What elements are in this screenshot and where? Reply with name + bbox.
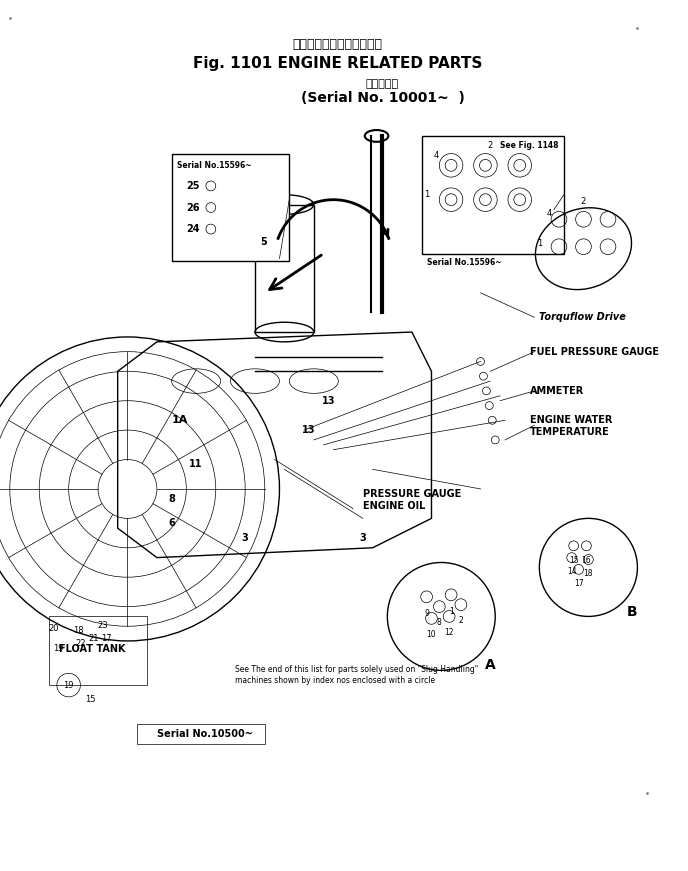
Text: Serial No.10500~: Serial No.10500~ <box>157 729 252 739</box>
Text: 8: 8 <box>168 494 175 503</box>
Text: 17: 17 <box>100 634 111 643</box>
Text: 14: 14 <box>567 567 577 577</box>
Text: Fig. 1101 ENGINE RELATED PARTS: Fig. 1101 ENGINE RELATED PARTS <box>193 56 482 71</box>
Text: 13: 13 <box>302 425 316 436</box>
Text: 4: 4 <box>546 209 552 219</box>
Bar <box>171 153 289 261</box>
Text: 10: 10 <box>427 630 436 639</box>
Text: 5: 5 <box>260 237 267 246</box>
Text: 3: 3 <box>241 533 248 543</box>
Text: 19: 19 <box>63 680 74 690</box>
Text: ENGINE WATER
TEMPERATURE: ENGINE WATER TEMPERATURE <box>530 415 612 437</box>
Bar <box>422 136 564 253</box>
Text: 4: 4 <box>433 151 439 159</box>
Text: See The end of this list for parts solely used on "Slug Handling"
machines shown: See The end of this list for parts solel… <box>235 665 479 685</box>
Text: 22: 22 <box>75 639 86 648</box>
Text: Serial No.15596~: Serial No.15596~ <box>427 259 501 267</box>
Text: B: B <box>627 604 638 618</box>
Text: 17: 17 <box>574 579 583 588</box>
Text: 3: 3 <box>359 533 366 543</box>
Text: 19: 19 <box>54 644 64 653</box>
Text: 2: 2 <box>581 197 586 206</box>
Text: 18: 18 <box>73 626 84 635</box>
Text: PRESSURE GAUGE
ENGINE OIL: PRESSURE GAUGE ENGINE OIL <box>363 489 461 510</box>
Text: 6: 6 <box>169 518 175 529</box>
Text: 15: 15 <box>569 556 579 564</box>
Text: 18: 18 <box>583 570 593 578</box>
Text: （適用号機: （適用号機 <box>366 79 399 89</box>
Text: 15: 15 <box>85 695 96 705</box>
Text: 11: 11 <box>189 459 203 469</box>
Text: 20: 20 <box>49 625 59 633</box>
Text: 25: 25 <box>186 181 200 191</box>
Text: 24: 24 <box>186 224 200 234</box>
Text: 1: 1 <box>449 606 453 616</box>
Text: 8: 8 <box>437 618 442 627</box>
Text: Serial No.15596~: Serial No.15596~ <box>177 161 251 171</box>
Text: 2: 2 <box>488 141 493 150</box>
Bar <box>255 205 314 332</box>
Text: 2: 2 <box>458 617 463 625</box>
Text: (Serial No. 10001~  ): (Serial No. 10001~ ) <box>301 91 464 105</box>
Bar <box>49 617 147 685</box>
Text: A: A <box>485 658 495 672</box>
Text: 26: 26 <box>186 203 200 213</box>
FancyArrowPatch shape <box>270 255 321 289</box>
Text: 21: 21 <box>88 634 98 643</box>
Text: 23: 23 <box>98 621 108 631</box>
Text: 1: 1 <box>424 190 429 199</box>
Text: Torquflow Drive: Torquflow Drive <box>539 313 626 322</box>
Text: 9: 9 <box>424 609 429 618</box>
Text: 13: 13 <box>322 395 335 406</box>
Bar <box>138 725 265 744</box>
Text: 16: 16 <box>581 556 591 564</box>
Text: FLOAT TANK: FLOAT TANK <box>59 644 125 654</box>
Text: AMMETER: AMMETER <box>530 386 584 396</box>
Text: エンジン　関　連　部　品: エンジン 関 連 部 品 <box>292 37 383 51</box>
Ellipse shape <box>365 130 388 142</box>
Text: FUEL PRESSURE GAUGE: FUEL PRESSURE GAUGE <box>530 347 658 357</box>
Text: 12: 12 <box>444 628 454 638</box>
Text: 1A: 1A <box>171 415 188 425</box>
Text: See Fig. 1148: See Fig. 1148 <box>500 141 559 150</box>
Text: 1: 1 <box>537 239 542 248</box>
